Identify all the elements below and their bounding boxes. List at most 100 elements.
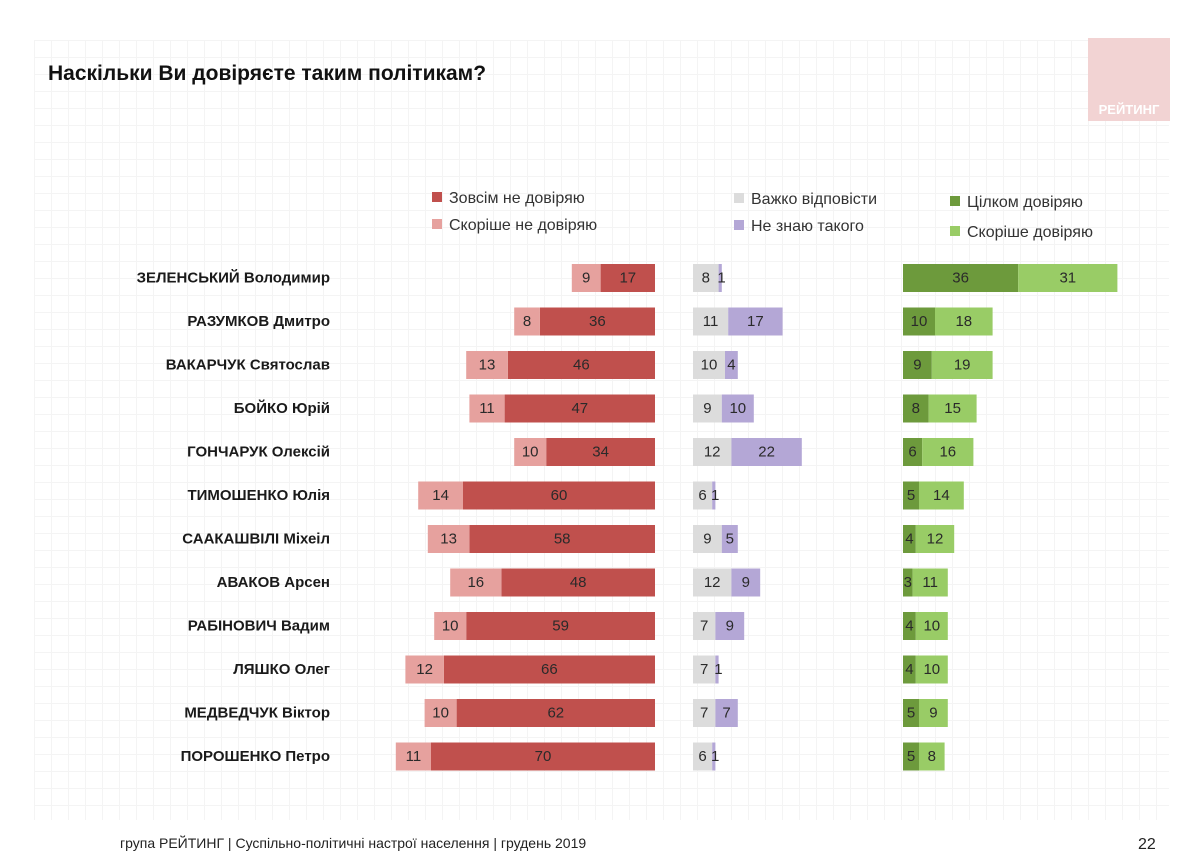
label-dont-know: 1: [711, 748, 719, 765]
label-rather-trust: 11: [922, 574, 938, 591]
legend-item-rather-distrust: Скоріше не довіряю: [432, 217, 597, 235]
bar-rather-trust: [912, 568, 948, 597]
bar-fully-trust: [903, 525, 916, 553]
bar-fully-distrust: [600, 264, 655, 292]
bar-rather-distrust: [427, 525, 470, 553]
bar-rather-trust: [915, 612, 948, 640]
bar-dont-know: [725, 351, 738, 379]
bar-fully-distrust: [466, 612, 655, 640]
label-fully-distrust: 17: [619, 270, 636, 287]
legend-label-hard-to-say: Важко відповісти: [751, 191, 878, 208]
label-hard-to-say: 6: [698, 748, 706, 765]
label-rather-distrust: 13: [479, 357, 496, 374]
label-dont-know: 1: [717, 270, 725, 287]
label-rather-trust: 15: [944, 400, 961, 417]
bar-fully-distrust: [501, 568, 655, 597]
label-fully-trust: 9: [913, 357, 921, 374]
category-label: АВАКОВ Арсен: [217, 574, 330, 591]
bar-rather-trust: [919, 481, 964, 510]
label-hard-to-say: 9: [703, 531, 711, 548]
background-grid: [34, 40, 1169, 820]
label-hard-to-say: 11: [703, 313, 719, 330]
label-fully-distrust: 60: [551, 487, 568, 504]
label-dont-know: 1: [714, 661, 722, 678]
legend-item-rather-trust: Скоріше довіряю: [950, 224, 1093, 242]
label-rather-distrust: 16: [467, 574, 484, 591]
category-label: ЛЯШКО Олег: [233, 661, 330, 678]
bar-fully-distrust: [507, 351, 655, 379]
category-label: РАЗУМКОВ Дмитро: [187, 313, 330, 330]
bar-fully-trust: [903, 612, 916, 640]
bar-dont-know: [712, 742, 716, 771]
label-rather-distrust: 10: [442, 618, 459, 635]
bar-dont-know: [721, 394, 754, 423]
legend-label-rather-trust: Скоріше довіряю: [967, 224, 1093, 241]
label-fully-distrust: 47: [571, 400, 588, 417]
category-label: РАБІНОВИЧ Вадим: [188, 618, 330, 635]
label-rather-distrust: 11: [406, 748, 422, 765]
bar-dont-know: [715, 612, 745, 640]
bar-fully-trust: [903, 568, 913, 597]
bar-fully-trust: [903, 307, 935, 336]
bar-rather-trust: [919, 742, 945, 771]
label-fully-trust: 6: [908, 444, 916, 461]
bar-dont-know: [731, 568, 761, 597]
bar-rather-trust: [931, 351, 993, 379]
page-number: 22: [1138, 836, 1156, 853]
label-dont-know: 17: [747, 313, 764, 330]
label-dont-know: 7: [722, 705, 730, 722]
bar-fully-distrust: [546, 438, 655, 466]
bar-rather-trust: [919, 699, 948, 727]
bar-dont-know: [721, 525, 738, 553]
legend-swatch-rather-distrust: [432, 219, 442, 229]
label-fully-trust: 8: [912, 400, 920, 417]
bar-hard-to-say: [693, 351, 725, 379]
bar-fully-trust: [903, 351, 932, 379]
bar-rather-distrust: [395, 742, 431, 771]
bar-rather-distrust: [514, 438, 547, 466]
label-dont-know: 4: [727, 357, 735, 374]
bar-hard-to-say: [693, 264, 719, 292]
bar-rather-distrust: [469, 394, 505, 423]
label-hard-to-say: 9: [703, 400, 711, 417]
category-label: МЕДВЕДЧУК Віктор: [184, 705, 330, 722]
bar-rather-trust: [915, 655, 948, 684]
label-rather-distrust: 10: [432, 705, 449, 722]
label-dont-know: 22: [758, 444, 775, 461]
label-hard-to-say: 7: [700, 618, 708, 635]
page-title: Наскільки Ви довіряєте таким політикам?: [48, 62, 487, 85]
label-fully-distrust: 46: [573, 357, 590, 374]
label-fully-trust: 5: [907, 748, 915, 765]
logo-text: РЕЙТИНГ: [1098, 102, 1160, 117]
legend-item-hard-to-say: Важко відповісти: [734, 191, 877, 209]
bar-rather-distrust: [434, 612, 467, 640]
bar-rather-trust: [1018, 264, 1118, 292]
label-rather-trust: 18: [955, 313, 972, 330]
bar-hard-to-say: [693, 481, 713, 510]
label-hard-to-say: 7: [700, 705, 708, 722]
label-rather-distrust: 12: [416, 661, 433, 678]
bar-hard-to-say: [693, 742, 713, 771]
bar-hard-to-say: [693, 394, 722, 423]
label-fully-trust: 4: [905, 618, 913, 635]
bar-fully-distrust: [443, 655, 655, 684]
label-fully-trust: 36: [952, 270, 969, 287]
label-rather-distrust: 14: [432, 487, 449, 504]
legend-label-rather-distrust: Скоріше не довіряю: [449, 217, 598, 234]
category-label: ЗЕЛЕНСЬКИЙ Володимир: [137, 269, 330, 287]
bar-hard-to-say: [693, 699, 716, 727]
label-rather-trust: 31: [1059, 270, 1076, 287]
bar-fully-distrust: [431, 742, 655, 771]
label-fully-trust: 10: [911, 313, 928, 330]
legend-item-dont-know: Не знаю такого: [734, 218, 864, 236]
label-rather-distrust: 10: [522, 444, 539, 461]
label-rather-trust: 10: [923, 618, 940, 635]
bar-rather-trust: [915, 525, 955, 553]
legend-label-dont-know: Не знаю такого: [751, 218, 864, 235]
bar-rather-distrust: [466, 351, 508, 379]
legend-item-fully-distrust: Зовсім не довіряю: [432, 190, 585, 208]
bar-hard-to-say: [693, 307, 729, 336]
label-rather-distrust: 9: [582, 270, 590, 287]
legend-swatch-fully-trust: [950, 196, 960, 206]
label-fully-distrust: 48: [570, 574, 587, 591]
